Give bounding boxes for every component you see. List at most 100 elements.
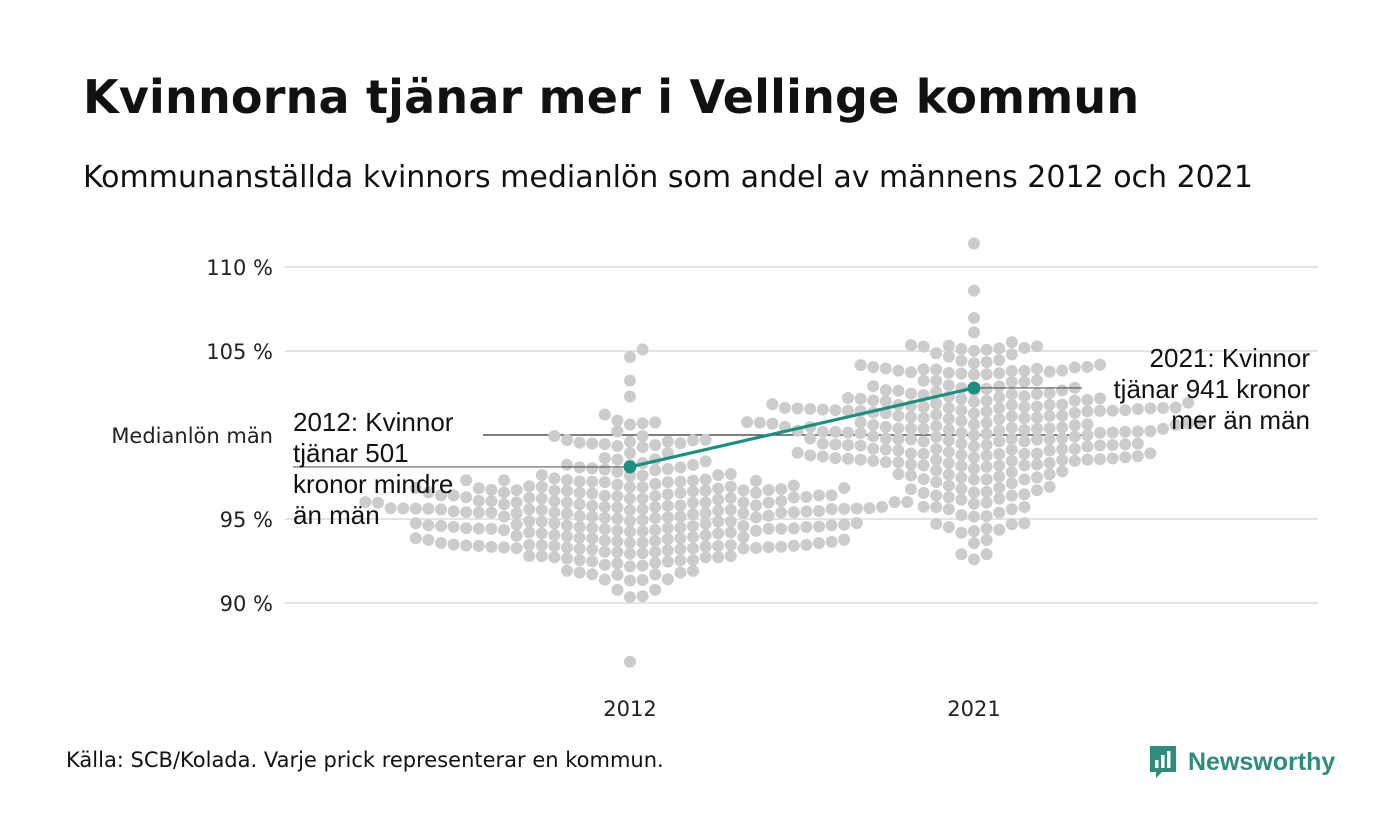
municipality-dot-2012 [687,485,699,498]
municipality-dot-2021 [917,500,930,513]
municipality-dot-2012 [573,486,586,499]
municipality-dot-2012 [636,343,649,356]
municipality-dot-2012 [661,488,674,501]
municipality-dot-2021 [917,411,930,424]
municipality-dot-2012 [825,503,838,516]
municipality-dot-2021 [980,460,993,473]
municipality-dot-2021 [905,422,917,435]
municipality-dot-2012 [498,474,510,487]
municipality-dot-2012 [384,502,397,515]
newsworthy-logo[interactable]: Newsworthy [1148,744,1335,780]
municipality-dot-2021 [1005,365,1018,378]
municipality-dot-2021 [968,486,980,499]
municipality-dot-2012 [409,517,422,530]
municipality-dot-2021 [753,416,766,429]
municipality-dot-2021 [842,439,854,452]
municipality-dot-2012 [649,490,662,503]
municipality-dot-2012 [787,522,800,535]
municipality-dot-2021 [968,462,980,475]
municipality-dot-2021 [1056,409,1069,422]
municipality-dot-2012 [535,469,548,482]
municipality-dot-2021 [917,447,930,460]
municipality-dot-2021 [804,432,817,445]
municipality-dot-2012 [523,491,536,504]
municipality-dot-2012 [460,506,473,519]
municipality-dot-2012 [548,517,561,530]
municipality-dot-2012 [573,531,586,544]
municipality-dot-2012 [624,374,636,387]
municipality-dot-2021 [905,447,917,460]
municipality-dot-2021 [1031,484,1043,497]
municipality-dot-2021 [942,491,955,504]
municipality-dot-2012 [661,522,674,535]
municipality-dot-2012 [510,529,523,542]
municipality-dot-2012 [561,484,573,497]
municipality-dot-2012 [624,435,636,448]
municipality-dot-2012 [561,552,573,565]
y-tick-label: Medianlön män [111,424,273,448]
municipality-dot-2012 [674,499,687,512]
municipality-dot-2021 [968,418,980,431]
municipality-dot-2012 [661,544,674,557]
municipality-dot-2012 [535,503,548,516]
municipality-dot-2012 [712,515,725,528]
municipality-dot-2021 [867,442,880,455]
municipality-dot-2021 [942,402,955,415]
municipality-dot-2012 [611,465,624,478]
municipality-dot-2012 [674,461,687,474]
municipality-dot-2012 [649,439,662,452]
municipality-dot-2012 [750,499,762,512]
municipality-dot-2021 [1056,398,1069,411]
annotation-2021-line: tjänar 941 kronor [1113,374,1310,404]
municipality-dot-2021 [905,366,917,379]
municipality-dot-2012 [674,486,687,499]
municipality-dot-2012 [825,535,838,548]
municipality-dot-2021 [968,284,980,297]
municipality-dot-2021 [993,424,1006,437]
municipality-dot-2012 [409,532,422,545]
municipality-dot-2012 [447,505,460,518]
municipality-dot-2012 [674,521,687,534]
municipality-dot-2012 [661,533,674,546]
municipality-dot-2021 [1018,459,1031,472]
municipality-dot-2021 [993,506,1006,519]
municipality-dot-2012 [850,502,863,515]
municipality-dot-2021 [829,438,842,451]
municipality-dot-2021 [955,367,968,380]
municipality-dot-2012 [598,500,611,513]
municipality-dot-2012 [598,438,611,451]
highlight-point-2012 [623,460,637,474]
municipality-dot-2012 [687,542,699,555]
municipality-dot-2021 [779,401,791,414]
municipality-dot-2012 [611,501,624,514]
municipality-dot-2012 [724,467,737,480]
municipality-dot-2021 [1018,424,1031,437]
municipality-dot-2012 [636,469,649,482]
municipality-dot-2021 [1119,438,1132,451]
municipality-dot-2021 [1081,418,1094,431]
municipality-dot-2021 [917,340,930,353]
municipality-dot-2021 [892,456,905,469]
municipality-dot-2021 [930,501,943,514]
municipality-dot-2012 [561,519,573,532]
municipality-dot-2012 [687,520,699,533]
municipality-dot-2012 [813,537,825,550]
municipality-dot-2021 [1043,433,1056,446]
municipality-dot-2012 [598,545,611,558]
y-axis: 90 % 95 % Medianlön män 105 % 110 % [111,256,273,616]
municipality-dot-2021 [942,423,955,436]
municipality-dot-2012 [687,564,699,577]
municipality-dot-2012 [800,490,813,503]
municipality-dot-2021 [968,451,980,464]
municipality-dot-2012 [498,486,510,499]
municipality-dot-2021 [1018,364,1031,377]
municipality-dot-2021 [816,437,829,450]
municipality-dot-2021 [993,448,1006,461]
municipality-dot-2012 [598,489,611,502]
municipality-dot-2012 [838,533,851,546]
municipality-dot-2021 [993,435,1006,448]
municipality-dot-2021 [1094,439,1106,452]
municipality-dot-2012 [687,496,699,509]
municipality-dot-2021 [993,481,1006,494]
